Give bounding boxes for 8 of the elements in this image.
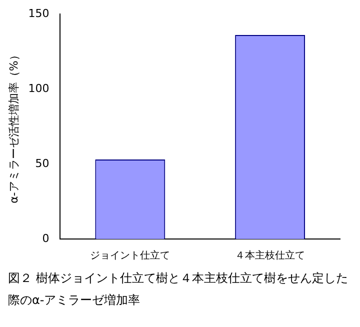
x-tick-label: ４本主枝仕立て [235,250,306,262]
y-axis-title: α-アミラーゼ活性増加率（%） [7,50,20,204]
y-tick-label: 50 [35,156,50,170]
x-tick-label: ジョイント仕立て [90,250,170,262]
y-tick-label: 150 [28,6,50,20]
y-tick-label: 100 [28,82,50,95]
caption: 図２ 樹体ジョイント仕立て樹と４本主枝仕立て樹をせん定した際のα-アミラーゼ増加率 [7,270,349,309]
y-tick-label: 0 [42,232,50,245]
